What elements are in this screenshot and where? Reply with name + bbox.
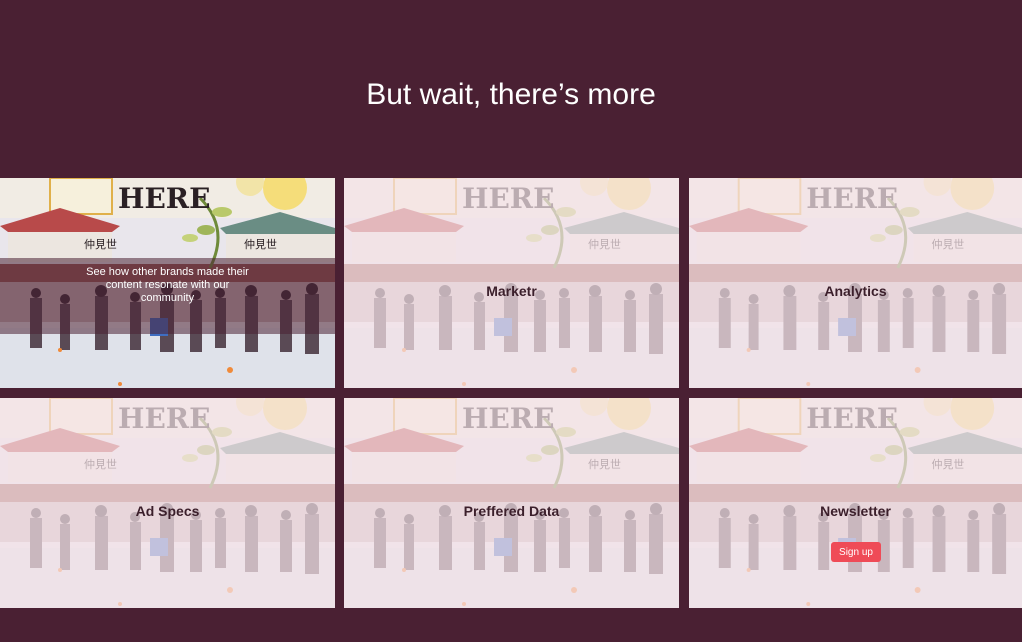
card-label: Newsletter xyxy=(820,503,891,519)
card-overlay xyxy=(689,178,1022,388)
card-label: Marketr xyxy=(486,283,537,299)
card-overlay xyxy=(0,398,335,608)
card-label: Analytics xyxy=(824,283,887,299)
street-photo: HERE 仲見世 仲見世 xyxy=(0,178,335,388)
card-overlay xyxy=(689,398,1022,608)
card-analytics[interactable]: HERE 仲見世 Analytics xyxy=(689,178,1022,388)
card-description: See how other brands made their content … xyxy=(86,266,249,304)
card-label: Ad Specs xyxy=(135,503,200,519)
svg-text:仲見世: 仲見世 xyxy=(84,237,117,251)
sign-up-button[interactable]: Sign up xyxy=(831,542,881,562)
card-newsletter[interactable]: HERE 仲見世 Newsletter Sign up xyxy=(689,398,1022,608)
hover-overlay xyxy=(0,258,335,334)
card-label: Preffered Data xyxy=(463,503,560,519)
card-ad-specs[interactable]: HERE 仲見世 Ad Specs xyxy=(0,398,335,608)
card-overlay xyxy=(344,178,679,388)
card-preffered-data[interactable]: HERE 仲見世 Preffered Data xyxy=(344,398,679,608)
card-brand-stories[interactable]: HERE 仲見世 仲見世 See how other brands made t… xyxy=(0,178,335,388)
card-marketr[interactable]: HERE 仲見世 Marketr xyxy=(344,178,679,388)
card-overlay xyxy=(344,398,679,608)
feature-grid: HERE 仲見世 仲見世 See how other brands made t… xyxy=(0,178,1022,608)
svg-text:仲見世: 仲見世 xyxy=(244,237,277,251)
section-title: But wait, there’s more xyxy=(366,78,656,111)
svg-text:HERE: HERE xyxy=(118,182,210,215)
